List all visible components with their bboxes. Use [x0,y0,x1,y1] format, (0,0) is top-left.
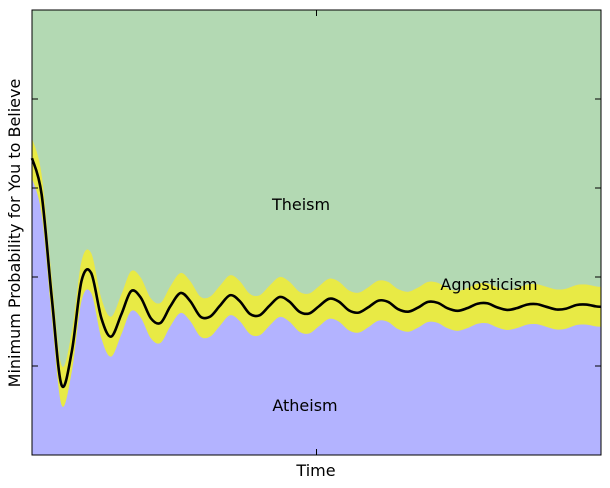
region-label-agnosticism: Agnosticism [440,275,537,294]
region-label-atheism: Atheism [272,396,337,415]
belief-threshold-line [30,157,602,389]
x-axis-label: Time [295,461,335,480]
axis-ticks [32,10,601,455]
plot-frame [31,9,602,456]
theism-region [32,10,601,367]
region-label-theism: Theism [271,195,330,214]
y-axis-label: Minimum Probability for You to Believe [5,79,24,388]
